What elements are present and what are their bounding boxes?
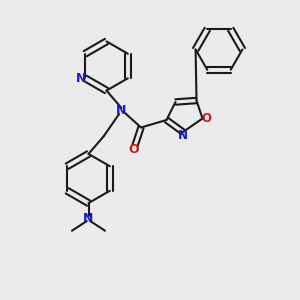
Text: O: O — [128, 142, 139, 156]
Text: N: N — [178, 129, 188, 142]
Text: O: O — [201, 112, 211, 125]
Text: N: N — [116, 104, 127, 118]
Text: N: N — [76, 72, 86, 85]
Text: N: N — [83, 212, 94, 225]
